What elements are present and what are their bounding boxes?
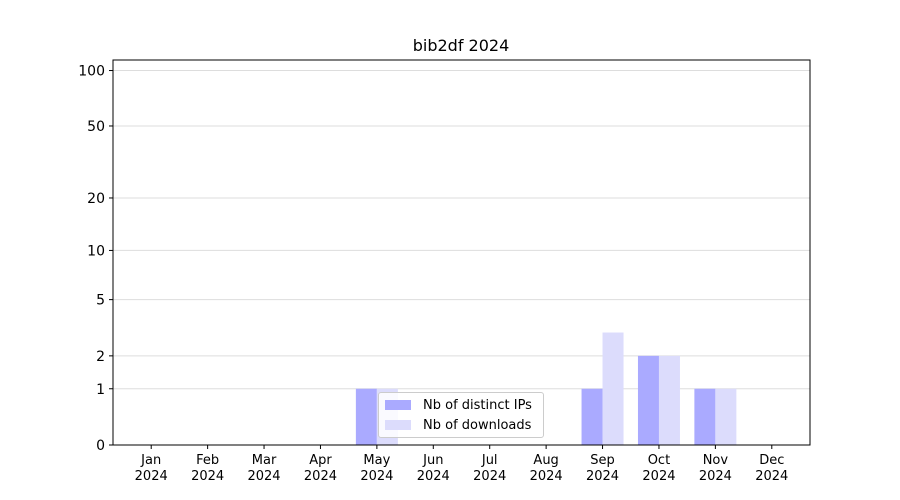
y-tick-label: 50 — [87, 119, 105, 135]
y-tick-label: 5 — [96, 293, 105, 309]
legend-swatch — [385, 420, 411, 430]
bar — [602, 332, 624, 445]
y-tick-label: 20 — [87, 191, 105, 207]
legend-label: Nb of distinct IPs — [423, 397, 532, 413]
bar — [658, 355, 680, 445]
x-tick-label: Jun 2024 — [416, 453, 450, 484]
legend-item: Nb of downloads — [379, 415, 543, 435]
y-tick-label: 0 — [96, 438, 105, 454]
plot-frame — [112, 59, 811, 446]
bar — [694, 388, 716, 445]
bar — [581, 388, 603, 445]
x-tick-label: Feb 2024 — [191, 453, 225, 484]
bar — [637, 355, 659, 445]
legend-label: Nb of downloads — [423, 417, 532, 433]
x-tick-label: Mar 2024 — [247, 453, 281, 484]
x-tick-label: Apr 2024 — [303, 453, 337, 484]
y-tick-label: 1 — [96, 382, 105, 398]
x-tick-label: Sep 2024 — [585, 453, 620, 484]
x-tick-label: Aug 2024 — [529, 453, 563, 484]
x-tick-label: Jul 2024 — [473, 453, 507, 484]
x-tick-label: Oct 2024 — [642, 453, 676, 484]
bar — [715, 388, 737, 445]
y-tick-label: 10 — [87, 243, 105, 259]
x-tick-label: Jan 2024 — [134, 453, 168, 484]
legend-item: Nb of distinct IPs — [379, 395, 543, 415]
x-tick-label: Nov 2024 — [698, 453, 732, 484]
bar — [355, 388, 377, 445]
legend-swatch — [385, 400, 411, 410]
x-tick-label: May 2024 — [360, 453, 394, 484]
y-tick-label: 2 — [96, 349, 105, 365]
legend: Nb of distinct IPs Nb of downloads — [378, 392, 544, 438]
x-tick-label: Dec 2024 — [755, 453, 789, 484]
chart-title: bib2df 2024 — [413, 36, 510, 55]
y-tick-label: 100 — [78, 64, 105, 80]
